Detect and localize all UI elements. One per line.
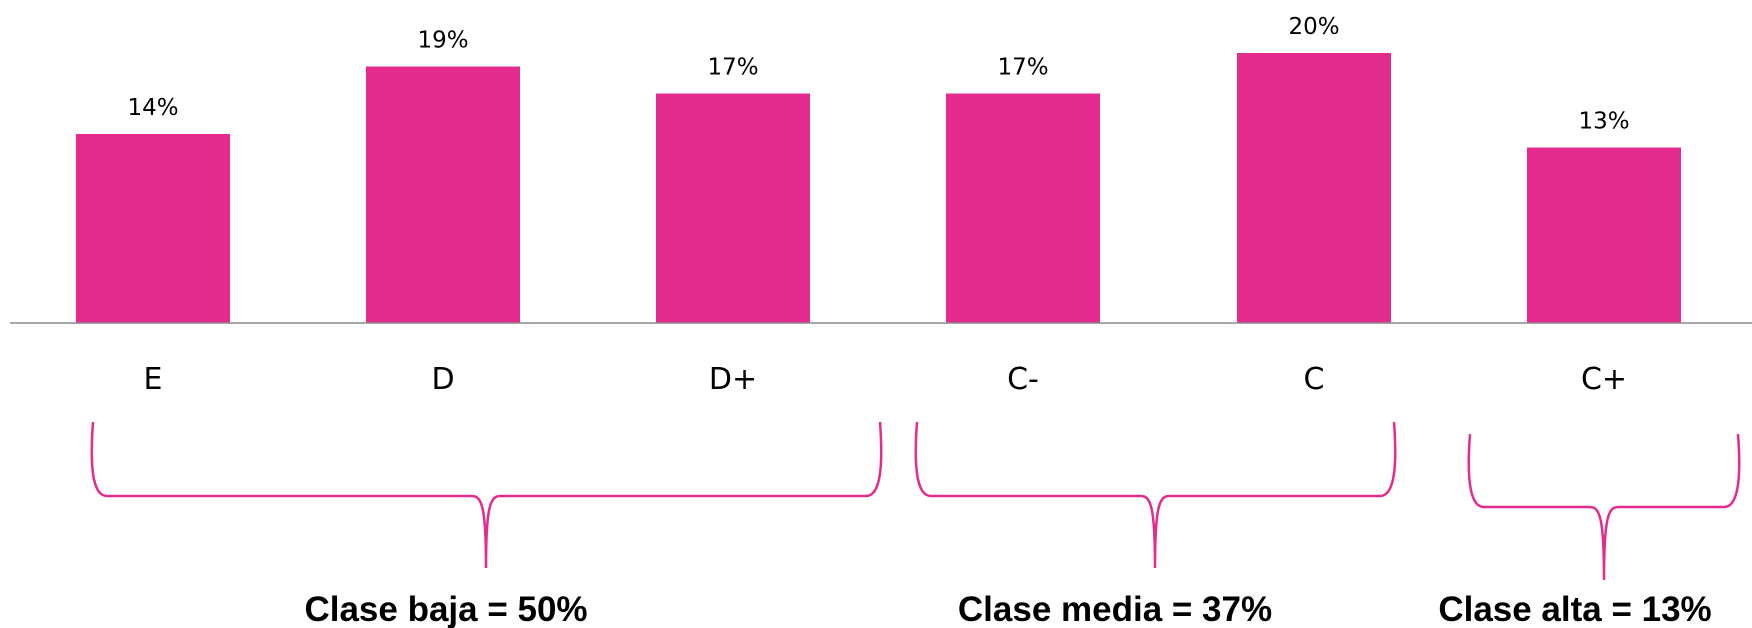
group-label-2: Clase media = 37% [958, 590, 1272, 628]
value-label-D+: 17% [707, 55, 758, 81]
bar-C+ [1527, 147, 1681, 323]
brace-group-1 [90, 421, 883, 569]
bars-layer [76, 53, 1681, 323]
value-label-D: 19% [417, 28, 468, 54]
bar-D+ [656, 93, 810, 323]
group-braces-layer [90, 421, 1741, 581]
value-labels-layer: 14% 19% 17% 17% 20% 13% [127, 14, 1629, 135]
group-labels-layer: Clase baja = 50% Clase media = 37% Clase a… [304, 590, 1711, 628]
category-label-D+: D+ [709, 362, 757, 397]
group-label-1: Clase baja = 50% [304, 590, 587, 628]
category-label-C+: C+ [1581, 362, 1627, 397]
category-label-D: D [431, 362, 454, 397]
category-labels-layer: E D D+ C- C C+ [144, 362, 1628, 397]
group-label-3: Clase alta = 13% [1438, 590, 1711, 628]
bar-C- [946, 93, 1100, 323]
category-label-C: C [1304, 362, 1325, 397]
bar-D [366, 66, 520, 323]
category-label-C-: C- [1007, 362, 1039, 397]
value-label-E: 14% [127, 95, 178, 121]
brace-group-2 [914, 421, 1397, 569]
category-label-E: E [144, 362, 163, 397]
value-label-C+: 13% [1578, 109, 1629, 135]
bar-C [1237, 53, 1391, 323]
value-label-C: 20% [1288, 14, 1339, 40]
value-label-C-: 17% [997, 55, 1048, 81]
bar-E [76, 134, 230, 323]
brace-group-3 [1467, 433, 1741, 581]
